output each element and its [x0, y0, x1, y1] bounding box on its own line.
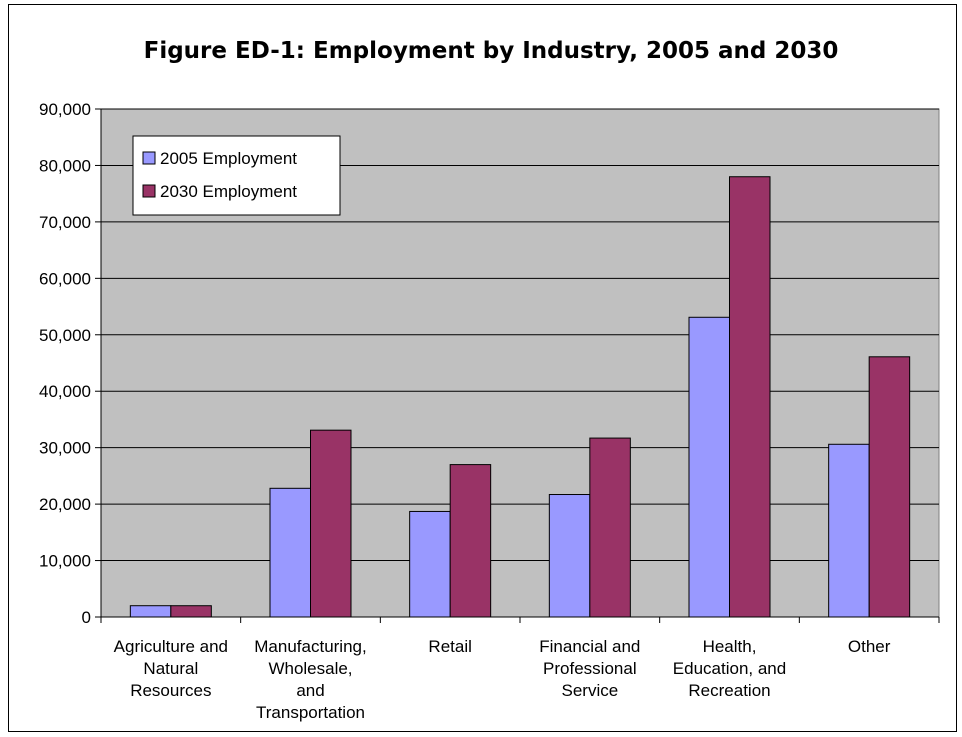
bar — [449, 464, 492, 618]
bar — [409, 510, 451, 618]
bar — [688, 316, 730, 618]
bar — [548, 494, 591, 618]
bar — [828, 443, 870, 618]
y-tick-label: 90,000 — [39, 100, 91, 119]
x-axis: Agriculture and Natural Resources Manufactu… — [100, 616, 940, 722]
x-tick-label: Agriculture and — [114, 637, 228, 656]
x-tick-label: Other — [848, 637, 891, 656]
x-tick-label: Wholesale, — [268, 659, 352, 678]
x-tick-label: Manufacturing, — [254, 637, 366, 656]
y-tick-label: 60,000 — [39, 269, 91, 288]
bar — [868, 356, 911, 618]
y-tick-label: 70,000 — [39, 213, 91, 232]
x-tick-label: Resources — [130, 681, 211, 700]
bar — [129, 605, 172, 618]
x-tick-label: Retail — [428, 637, 471, 656]
bars — [129, 176, 911, 618]
y-tick-label: 80,000 — [39, 156, 91, 175]
x-tick-label: Recreation — [688, 681, 770, 700]
y-tick-label: 0 — [82, 608, 91, 627]
x-tick-label: Professional — [543, 659, 637, 678]
y-tick-label: 50,000 — [39, 326, 91, 345]
legend-label: 2005 Employment — [160, 149, 297, 168]
y-tick-label: 20,000 — [39, 495, 91, 514]
bar — [729, 176, 771, 618]
legend-swatch — [142, 184, 156, 198]
x-tick-label: Education, and — [673, 659, 786, 678]
legend-box — [132, 135, 341, 216]
legend: 2005 Employment 2030 Employment — [132, 135, 341, 216]
gridlines — [101, 108, 939, 562]
chart-title: Figure ED-1: Employment by Industry, 200… — [144, 38, 839, 64]
legend-label: 2030 Employment — [160, 182, 297, 201]
bar — [310, 429, 352, 618]
y-tick-label: 30,000 — [39, 439, 91, 458]
bar — [170, 605, 212, 618]
y-axis: 0 10,000 20,000 30,000 40,000 50,000 60,000 70,… — [39, 100, 102, 627]
x-tick-label: Financial and — [539, 637, 640, 656]
legend-swatch — [142, 151, 156, 165]
bar — [269, 487, 311, 618]
x-tick-label: Service — [561, 681, 618, 700]
x-tick-label: Health, — [703, 637, 757, 656]
x-tick-label: Transportation — [256, 703, 365, 722]
x-tick-label: and — [296, 681, 324, 700]
x-tick-label: Natural — [143, 659, 198, 678]
y-tick-label: 40,000 — [39, 382, 91, 401]
y-tick-label: 10,000 — [39, 552, 91, 571]
bar — [589, 437, 631, 618]
